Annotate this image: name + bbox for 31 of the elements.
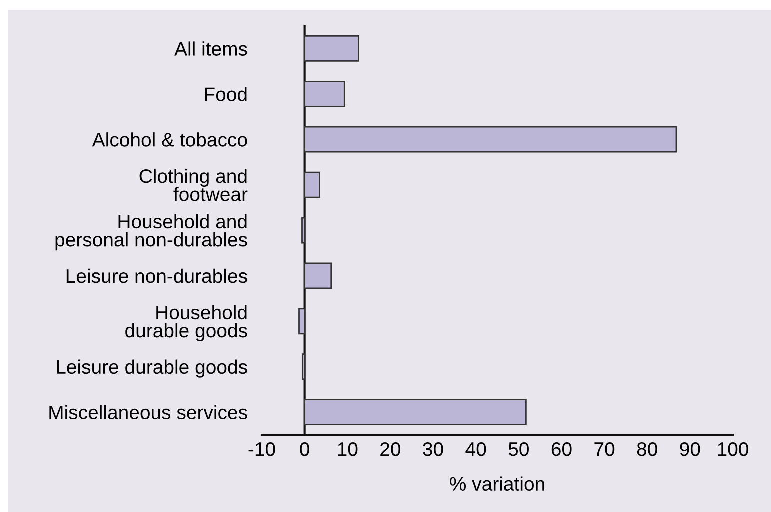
x-axis-title: % variation: [450, 476, 544, 492]
bar: [302, 217, 306, 244]
bar: [304, 262, 332, 290]
bar: [304, 399, 527, 426]
x-tick-label: 30: [423, 442, 444, 456]
x-tick-label: 0: [300, 442, 310, 456]
x-tick-label: -10: [248, 442, 276, 456]
x-tick-label: 60: [552, 442, 572, 456]
y-tick-label: Food: [205, 87, 247, 102]
x-tick-label: 100: [718, 442, 748, 456]
bar: [298, 308, 306, 335]
y-tick-label: Leisure non-durables: [66, 268, 248, 284]
y-tick-label: Alcohol & tobacco: [92, 132, 248, 147]
y-tick-label: Household durable goods: [126, 305, 248, 342]
x-tick-label: 90: [680, 442, 700, 456]
x-tick-label: 10: [338, 442, 358, 456]
y-tick-label: Miscellaneous services: [50, 405, 248, 420]
y-tick-label: All items: [174, 42, 248, 56]
bar: [304, 172, 320, 198]
x-tick-label: 70: [594, 442, 615, 456]
x-tick-label: 20: [380, 442, 401, 456]
bar: [304, 36, 360, 62]
bar: [302, 354, 306, 380]
x-tick-label: 50: [508, 442, 529, 456]
y-tick-label: Clothing and footwear: [140, 168, 248, 202]
y-tick-label: Leisure durable goods: [57, 360, 248, 378]
bar: [304, 80, 346, 108]
x-tick-label: 40: [466, 442, 486, 456]
x-tick-label: 80: [637, 442, 658, 456]
bar: [304, 126, 678, 153]
y-tick-label: Household and personal non-durables: [56, 214, 248, 251]
